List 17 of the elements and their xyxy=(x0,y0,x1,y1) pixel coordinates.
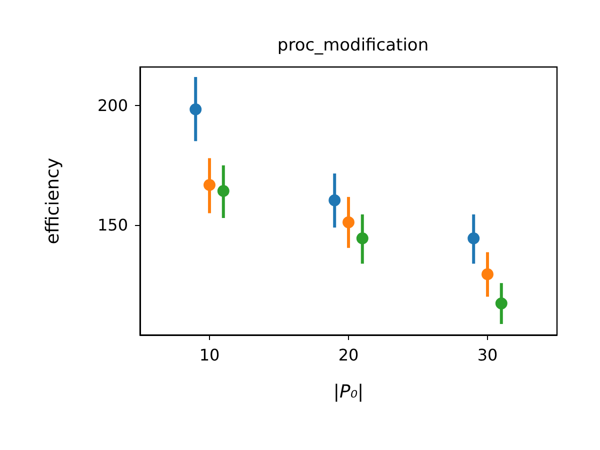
x-tick-label: 10 xyxy=(199,346,220,364)
point xyxy=(356,232,368,244)
point xyxy=(482,268,494,280)
y-tick-label: 150 xyxy=(97,215,128,234)
point xyxy=(217,184,230,197)
point xyxy=(342,216,354,228)
point xyxy=(190,103,202,116)
point xyxy=(495,297,508,310)
point xyxy=(204,178,216,191)
chart-title: proc_modification xyxy=(277,36,429,56)
y-axis-title: efficiency xyxy=(42,157,64,244)
point xyxy=(468,232,480,244)
x-tick-label: 30 xyxy=(477,346,498,364)
point xyxy=(328,194,341,206)
y-tick-label: 200 xyxy=(97,96,128,115)
x-axis-title: |P₀| xyxy=(333,382,364,402)
x-tick-label: 20 xyxy=(338,346,359,364)
